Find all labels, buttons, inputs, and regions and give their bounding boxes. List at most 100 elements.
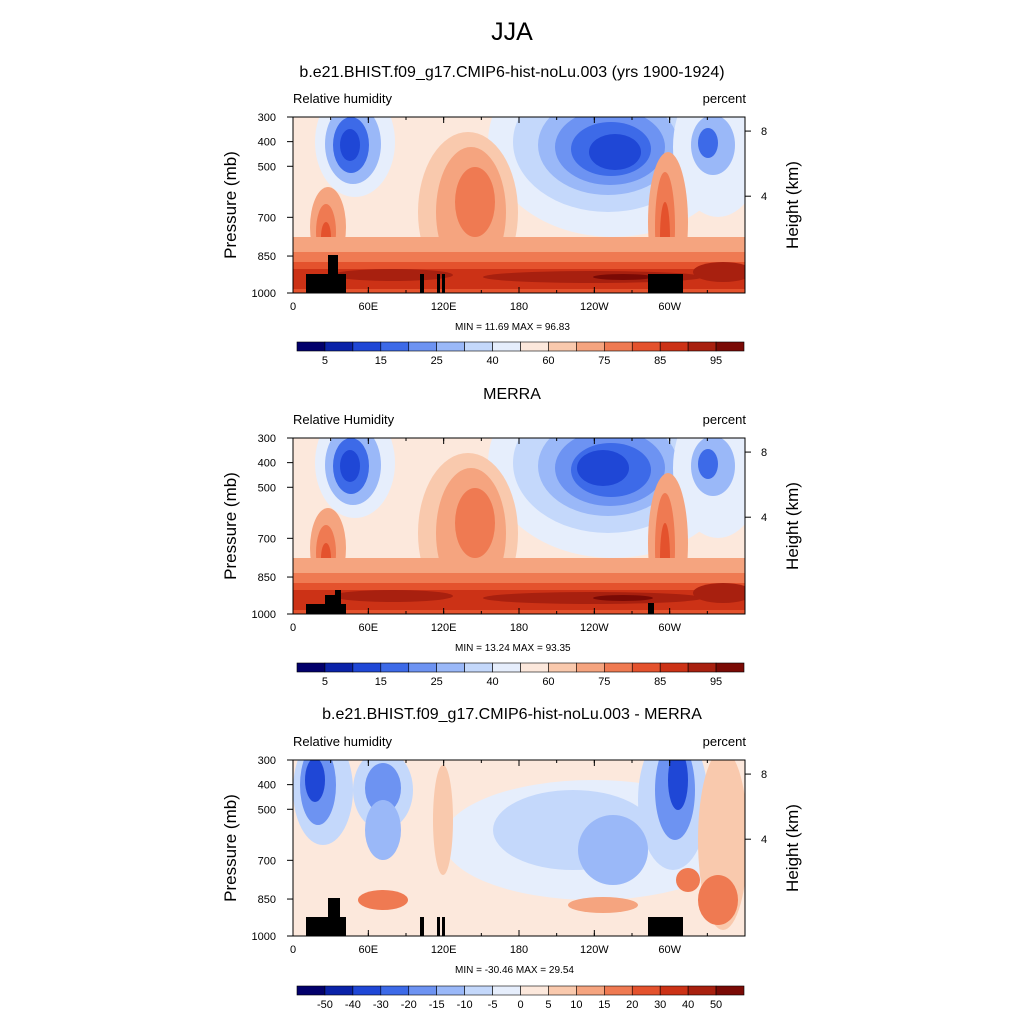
- colorbar-label: 5: [322, 676, 328, 688]
- x-tick-label: 60W: [658, 944, 681, 956]
- colorbar-swatch: [492, 985, 521, 996]
- colorbar-label: -20: [401, 999, 417, 1011]
- topography: [648, 603, 654, 614]
- y2-axis-title: Height (km): [783, 161, 802, 249]
- colorbar-swatch: [687, 985, 717, 996]
- colorbar-label: -5: [488, 999, 498, 1011]
- y-tick-label: 700: [258, 212, 276, 224]
- y-tick-label: 1000: [252, 609, 276, 621]
- x-tick-label: 60W: [658, 622, 681, 634]
- contour-region: [568, 897, 638, 913]
- min-max-stats: MIN = 11.69 MAX = 96.83: [455, 322, 570, 333]
- contour-region: [698, 128, 718, 158]
- units-label: percent: [702, 91, 746, 106]
- y-tick-label: 700: [258, 855, 276, 867]
- contour-region: [676, 868, 700, 892]
- topography: [420, 274, 424, 293]
- colorbar-label: 50: [710, 999, 722, 1011]
- min-max-stats: MIN = -30.46 MAX = 29.54: [455, 965, 574, 976]
- y-axis-title: Pressure (mb): [221, 151, 240, 259]
- y2-tick-label: 4: [761, 512, 767, 524]
- colorbar-swatch: [715, 662, 745, 673]
- y-tick-label: 500: [258, 804, 276, 816]
- y-tick-label: 400: [258, 458, 276, 470]
- y-tick-label: 500: [258, 482, 276, 494]
- units-label: percent: [702, 412, 746, 427]
- y-axis-title: Pressure (mb): [221, 794, 240, 902]
- contour-region: [593, 595, 653, 601]
- panel-title: b.e21.BHIST.f09_g17.CMIP6-hist-noLu.003 …: [299, 64, 725, 81]
- contour-region: [698, 449, 718, 479]
- topography: [442, 917, 445, 936]
- topography: [325, 595, 335, 614]
- colorbar-swatch: [296, 985, 326, 996]
- y-tick-label: 400: [258, 780, 276, 792]
- contour-field: [293, 760, 745, 936]
- topography: [437, 917, 440, 936]
- y2-tick-label: 8: [761, 769, 767, 781]
- x-tick-label: 0: [290, 622, 296, 634]
- contour-region: [577, 450, 629, 486]
- colorbar-label: 85: [654, 355, 666, 367]
- contour-region: [589, 134, 641, 170]
- colorbar-label: 25: [431, 676, 443, 688]
- y-tick-label: 300: [258, 433, 276, 445]
- colorbar-swatch: [576, 985, 605, 996]
- contour-region: [340, 450, 360, 482]
- colorbar-label: -10: [457, 999, 473, 1011]
- y2-tick-label: 8: [761, 126, 767, 138]
- contour-region: [333, 590, 453, 602]
- colorbar-label: 60: [542, 676, 554, 688]
- y-tick-label: 1000: [252, 288, 276, 300]
- topography: [420, 917, 424, 936]
- x-tick-label: 60E: [359, 944, 379, 956]
- contour-region: [365, 800, 401, 860]
- contour-region: [305, 760, 325, 802]
- y-tick-label: 850: [258, 251, 276, 263]
- y-tick-label: 1000: [252, 931, 276, 943]
- colorbar-label: 85: [654, 676, 666, 688]
- contour-region: [668, 760, 688, 810]
- contour-region: [593, 274, 653, 280]
- x-tick-label: 0: [290, 301, 296, 313]
- colorbar-label: 15: [375, 676, 387, 688]
- colorbar-label: -40: [345, 999, 361, 1011]
- y-axis-title: Pressure (mb): [221, 472, 240, 580]
- colorbar-swatch: [604, 985, 633, 996]
- colorbar-label: 15: [598, 999, 610, 1011]
- y-tick-label: 500: [258, 161, 276, 173]
- colorbar-label: 30: [654, 999, 666, 1011]
- y-tick-label: 850: [258, 572, 276, 584]
- x-tick-label: 120W: [580, 301, 609, 313]
- contour-region: [698, 875, 738, 925]
- x-tick-label: 60E: [359, 622, 379, 634]
- colorbar-label: 40: [486, 355, 498, 367]
- contour-region: [693, 583, 745, 603]
- x-tick-label: 120E: [431, 944, 457, 956]
- y-tick-label: 300: [258, 755, 276, 767]
- variable-label: Relative humidity: [293, 91, 392, 106]
- colorbar-label: -15: [429, 999, 445, 1011]
- topography: [328, 898, 340, 936]
- y-tick-label: 300: [258, 112, 276, 124]
- colorbar-label: 60: [542, 355, 554, 367]
- colorbar-label: -30: [373, 999, 389, 1011]
- colorbar-label: 95: [710, 676, 722, 688]
- min-max-stats: MIN = 13.24 MAX = 93.35: [455, 643, 571, 654]
- colorbar-label: 15: [375, 355, 387, 367]
- units-label: percent: [702, 734, 746, 749]
- variable-label: Relative Humidity: [293, 412, 395, 427]
- panel-title: b.e21.BHIST.f09_g17.CMIP6-hist-noLu.003 …: [322, 706, 702, 723]
- contour-region: [358, 890, 408, 910]
- colorbar-label: 20: [626, 999, 638, 1011]
- colorbar-label: 40: [682, 999, 694, 1011]
- contour-region: [433, 765, 453, 875]
- x-tick-label: 60E: [359, 301, 379, 313]
- x-tick-label: 120E: [431, 301, 457, 313]
- topography: [648, 274, 683, 293]
- x-tick-label: 120E: [431, 622, 457, 634]
- colorbar-swatch: [324, 985, 354, 996]
- topography: [648, 917, 683, 936]
